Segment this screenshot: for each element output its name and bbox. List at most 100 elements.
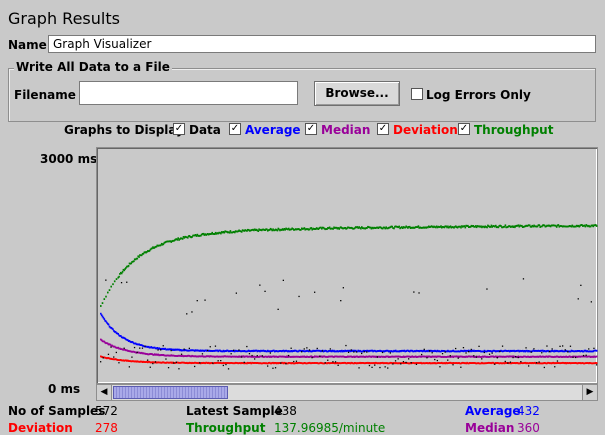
data-point [244, 362, 246, 365]
data-point [189, 349, 192, 352]
median-checkbox[interactable]: ✓ [305, 123, 317, 135]
data-point [239, 362, 241, 364]
data-point [112, 345, 114, 348]
scroll-left-icon[interactable]: ◀ [97, 385, 112, 400]
data-point [572, 356, 574, 358]
scroll-right-icon[interactable]: ▶ [582, 385, 597, 400]
data-point [569, 362, 572, 365]
data-point [551, 224, 554, 227]
data-point [513, 225, 515, 228]
data-point [256, 362, 259, 364]
data-point [415, 349, 418, 352]
data-point [371, 226, 373, 229]
data-point [427, 350, 429, 353]
data-point [280, 355, 282, 358]
browse-button[interactable]: Browse... [314, 81, 400, 106]
data-point [434, 362, 437, 365]
data-point [314, 228, 316, 230]
data-point [394, 225, 397, 228]
data-point [281, 350, 283, 353]
data-point [415, 356, 418, 358]
data-checkbox[interactable]: ✓ [173, 123, 185, 135]
scroll-thumb[interactable] [113, 386, 228, 399]
data-point [104, 341, 106, 344]
data-point [232, 362, 234, 365]
data-point [326, 350, 328, 353]
data-point [373, 356, 375, 358]
data-point [343, 361, 346, 364]
data-point [399, 355, 401, 358]
data-point [351, 227, 353, 230]
data-point [297, 362, 300, 364]
data-point [320, 226, 322, 229]
data-point [441, 361, 443, 364]
data-point [123, 359, 126, 362]
data-point [536, 355, 539, 358]
data-point [345, 227, 347, 230]
data-point [478, 345, 480, 347]
data-point [371, 366, 373, 368]
data-point [468, 226, 470, 228]
data-point [510, 355, 513, 358]
data-point [282, 362, 285, 365]
data-point [589, 225, 592, 228]
data-point [556, 355, 559, 358]
data-point [334, 355, 336, 358]
data-point [394, 355, 397, 358]
data-point [428, 355, 430, 358]
deviation-checkbox[interactable]: ✓ [377, 123, 389, 135]
median-stat-value: 360 [517, 421, 540, 435]
data-point [506, 362, 508, 364]
throughput-stat-label: Throughput [186, 421, 266, 435]
data-point [124, 359, 126, 362]
data-point [152, 353, 154, 356]
data-point [179, 361, 181, 364]
data-point [113, 345, 116, 348]
throughput-checkbox[interactable]: ✓ [458, 123, 470, 135]
data-point [207, 361, 210, 364]
data-point [504, 360, 506, 363]
data-point [181, 349, 184, 352]
data-point [462, 362, 465, 364]
data-point [136, 351, 138, 354]
data-point [407, 355, 409, 358]
data-point [241, 362, 244, 364]
data-point [113, 358, 115, 361]
log-errors-checkbox[interactable] [411, 88, 423, 100]
graph-horizontal-scrollbar[interactable]: ◀ ▶ [96, 384, 598, 401]
filename-input[interactable] [79, 81, 298, 105]
data-point [238, 362, 240, 364]
data-point [375, 362, 378, 364]
data-point [179, 355, 181, 357]
data-point [584, 225, 587, 228]
data-point [180, 349, 183, 352]
data-point [517, 356, 519, 359]
data-point [455, 350, 458, 353]
data-point [528, 356, 530, 358]
data-point [556, 350, 559, 352]
data-point [227, 355, 229, 358]
data-point [478, 350, 480, 352]
data-point [207, 350, 210, 352]
data-point [241, 355, 244, 358]
data-point [475, 226, 478, 229]
data-point [329, 348, 331, 350]
data-point [467, 362, 469, 365]
data-point [314, 355, 316, 358]
data-point [139, 254, 141, 256]
average-checkbox[interactable]: ✓ [229, 123, 241, 135]
data-point [157, 361, 159, 364]
data-point [267, 362, 269, 365]
data-point [144, 361, 146, 363]
data-point [581, 362, 583, 364]
name-input[interactable]: Graph Visualizer [48, 35, 596, 53]
data-point [380, 350, 382, 352]
data-point [543, 224, 546, 227]
data-point [201, 355, 204, 357]
data-point [204, 299, 206, 301]
data-point [415, 226, 418, 228]
data-point [274, 350, 276, 353]
data-point [329, 227, 332, 230]
data-point [323, 362, 326, 365]
data-point [361, 350, 363, 353]
